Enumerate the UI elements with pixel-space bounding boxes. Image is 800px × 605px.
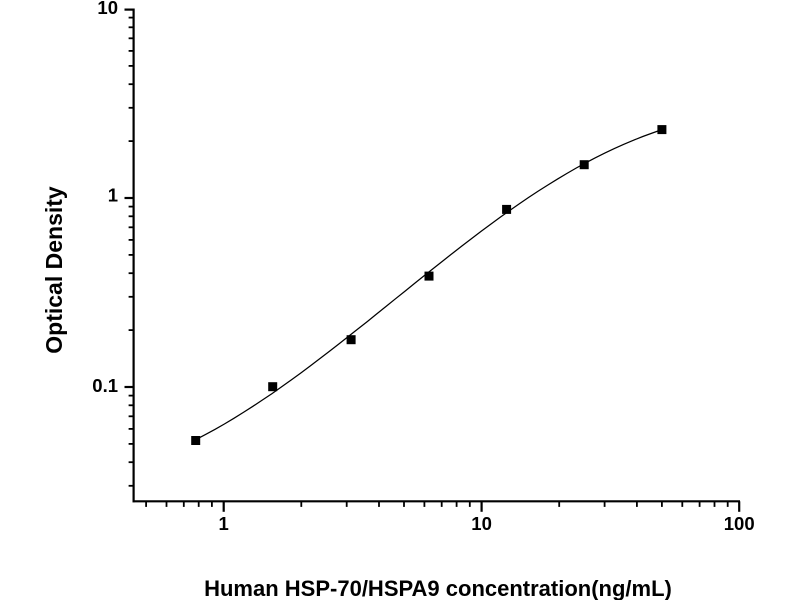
svg-text:100: 100 (724, 513, 755, 534)
svg-text:10: 10 (471, 513, 492, 534)
svg-text:10: 10 (97, 0, 118, 18)
svg-text:1: 1 (219, 513, 229, 534)
svg-text:Human HSP-70/HSPA9 concentrati: Human HSP-70/HSPA9 concentration(ng/mL) (204, 576, 672, 600)
svg-text:0.1: 0.1 (92, 375, 118, 396)
svg-text:1: 1 (108, 185, 118, 206)
svg-text:Optical Density: Optical Density (41, 186, 67, 354)
